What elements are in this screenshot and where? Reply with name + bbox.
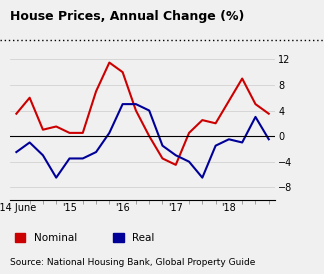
Legend: Nominal, Real: Nominal, Real [15, 233, 155, 243]
Text: House Prices, Annual Change (%): House Prices, Annual Change (%) [10, 10, 244, 22]
Text: Source: National Housing Bank, Global Property Guide: Source: National Housing Bank, Global Pr… [10, 258, 255, 267]
